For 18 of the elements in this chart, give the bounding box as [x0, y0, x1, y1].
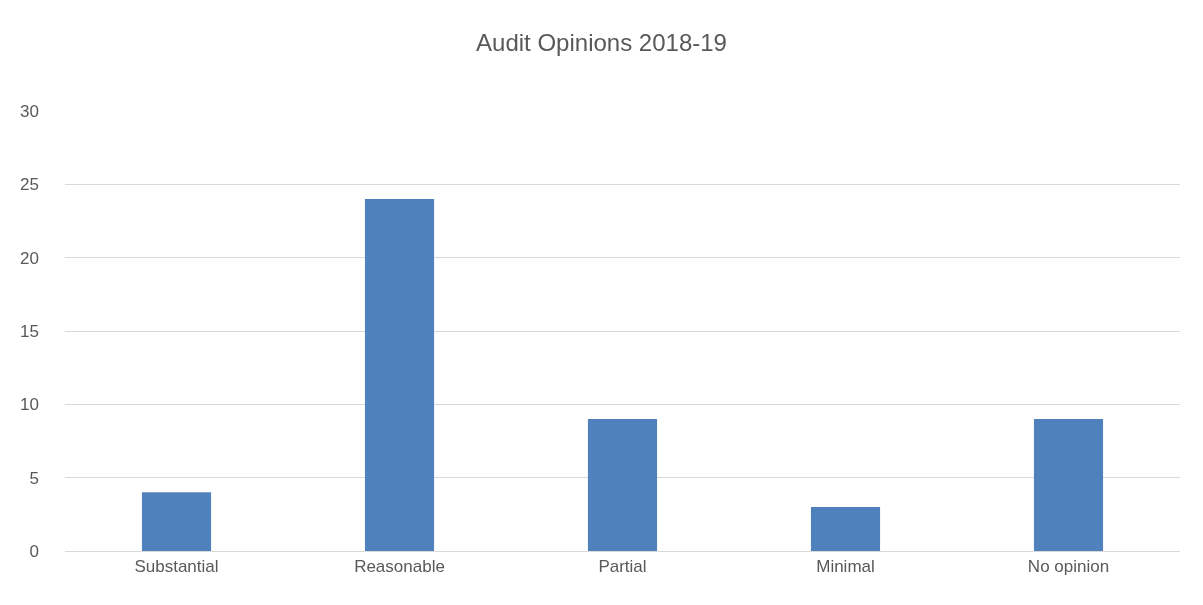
y-tick-label: 25 — [20, 175, 39, 195]
y-tick-label: 15 — [20, 321, 39, 341]
y-tick-label: 30 — [20, 101, 39, 121]
x-tick-label: Reasonable — [354, 557, 445, 577]
y-tick-label: 5 — [29, 468, 39, 488]
bar — [141, 492, 212, 551]
bar — [587, 419, 658, 551]
chart-title: Audit Opinions 2018-19 — [476, 28, 727, 56]
y-tick-label: 20 — [20, 248, 39, 268]
x-tick-label: Minimal — [816, 557, 875, 577]
bar — [364, 199, 435, 551]
bar — [810, 507, 881, 551]
y-tick-label: 0 — [29, 541, 39, 561]
x-tick-label: No opinion — [1027, 557, 1110, 577]
y-tick-label: 10 — [20, 395, 39, 415]
x-tick-label: Substantial — [134, 557, 219, 577]
x-tick-label: Partial — [598, 557, 647, 577]
bar — [1033, 419, 1104, 551]
